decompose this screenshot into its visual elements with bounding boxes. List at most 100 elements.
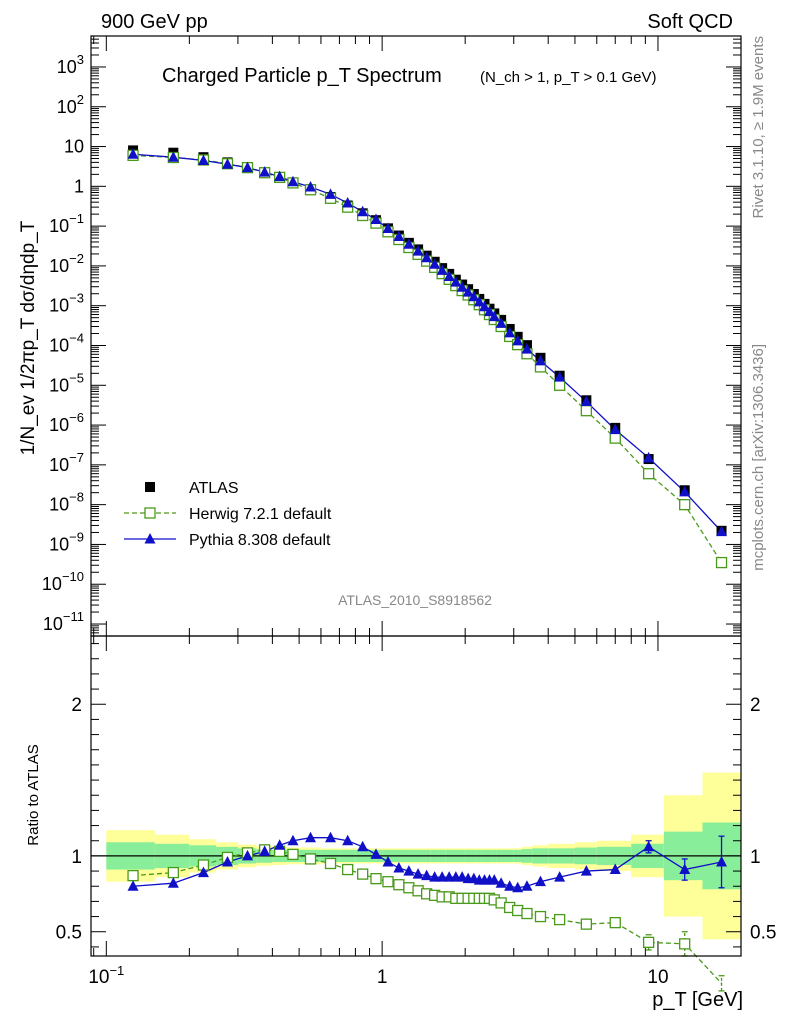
- ratio-frame: [90, 635, 742, 957]
- main-y-tick-label: 10−8: [49, 490, 84, 515]
- herwig-7-2-1-default-ratio-point: [521, 907, 533, 920]
- title-text: Charged Particle p_T Spectrum: [162, 65, 442, 87]
- pythia-8-308-default-main-point: [429, 258, 441, 269]
- herwig-7-2-1-default-main-point: [553, 379, 566, 391]
- pythia-8-308-default-main-point: [197, 154, 209, 166]
- main-y-tick-label: 10−3: [49, 291, 84, 316]
- legend-label-pythia-8-308-default: Pythia 8.308 default: [189, 532, 331, 549]
- main-series-layer: [127, 145, 728, 569]
- pythia-8-308-default-ratio-point: [421, 869, 433, 881]
- main-y-tick-label: 10−10: [42, 569, 84, 594]
- main-y-axis-label: 1/N_ev 1/2πp_T dσ/dηdp_T: [18, 220, 39, 455]
- pythia-8-308-default-ratio-point: [580, 865, 592, 876]
- pythia-8-308-default-ratio-point: [393, 862, 405, 873]
- pythia-8-308-default-ratio-point: [287, 834, 299, 846]
- pythia-8-308-default-ratio-point: [534, 875, 546, 887]
- pythia-8-308-default-ratio-point: [609, 863, 621, 875]
- pythia-8-308-default-main-point: [342, 197, 354, 208]
- ratio-y-tick-label: 2: [71, 695, 82, 716]
- main-y-tick-label: 103: [57, 52, 84, 77]
- pythia-8-308-default-ratio-point: [167, 877, 179, 888]
- pythia-8-308-default-main-point: [504, 326, 516, 338]
- pythia-8-308-default-ratio-point: [325, 831, 337, 843]
- pythia-8-308-default-main-point: [221, 158, 233, 169]
- ratio-y-tick-label: 1: [71, 847, 82, 868]
- legend-marker-pythia-8-308-default: [144, 533, 156, 544]
- pythia-8-308-default-main-point: [609, 423, 621, 435]
- pythia-8-308-default-ratio-point: [429, 871, 441, 882]
- ratio-series-layer: [127, 831, 728, 992]
- herwig-7-2-1-default-ratio-point: [304, 853, 317, 865]
- legend-label-herwig-7-2-1-default: Herwig 7.2.1 default: [189, 506, 332, 523]
- pythia-8-308-default-main-point: [643, 451, 655, 463]
- main-y-tick-label: 102: [57, 92, 84, 117]
- ratio-y-tick-label: 0.5: [56, 923, 82, 944]
- pythia-8-308-default-main-point: [242, 161, 254, 173]
- pythia-8-308-default-ratio-point: [305, 831, 317, 843]
- pythia-8-308-default-ratio-point: [512, 881, 524, 893]
- main-y-tick-label: 10−2: [49, 251, 84, 276]
- pythia-8-308-default-ratio-point: [382, 855, 394, 867]
- ratio-y-tick-label: 1: [750, 847, 761, 868]
- pythia-8-308-default-ratio-point: [197, 866, 209, 878]
- main-y-tick-label: 10−11: [43, 609, 84, 634]
- main-y-tick-label: 10: [64, 137, 84, 157]
- pythia-8-308-default-ratio-point: [504, 880, 516, 891]
- herwig-7-2-1-default-ratio-point: [127, 869, 139, 882]
- x-tick-label: 10: [647, 967, 668, 988]
- pythia-8-308-default-ratio-point: [643, 840, 655, 852]
- legend-label-atlas: ATLAS: [189, 480, 239, 497]
- rivet-version-label: Rivet 3.1.10, ≥ 1.9M events: [750, 36, 767, 219]
- main-panel: 10−1110−1010−910−810−710−610−510−410−310…: [42, 35, 742, 636]
- herwig-7-2-1-default-ratio-point: [393, 879, 405, 891]
- pythia-8-308-default-main-point: [716, 525, 728, 537]
- herwig-7-2-1-default-ratio-point: [382, 876, 394, 888]
- main-y-tick-label: 10−7: [49, 450, 84, 475]
- pythia-8-308-default-ratio-point: [274, 839, 286, 850]
- pythia-8-308-default-main-line: [132, 153, 723, 533]
- pythia-8-308-default-main-point: [495, 317, 507, 328]
- pythia-8-308-default-main-point: [488, 310, 500, 322]
- pythia-8-308-default-ratio-point: [242, 849, 254, 861]
- pythia-8-308-default-ratio-point: [495, 877, 507, 888]
- main-y-tick-label: 10−1: [49, 211, 84, 236]
- pythia-8-308-default-ratio-point: [403, 865, 415, 876]
- pythia-8-308-default-main-point: [167, 151, 179, 162]
- pythia-8-308-default-ratio-point: [127, 880, 139, 891]
- herwig-7-2-1-default-ratio-point: [370, 873, 382, 885]
- ratio-y-tick-label: 2: [750, 695, 761, 716]
- uncertainty-bands: [91, 772, 741, 940]
- legend-marker-atlas: [145, 482, 155, 492]
- pythia-8-308-default-ratio-point: [342, 834, 354, 846]
- herwig-7-2-1-default-ratio-point: [553, 913, 566, 926]
- pythia-8-308-default-main-point: [462, 286, 474, 297]
- main-y-tick-label: 10−6: [49, 410, 84, 435]
- herwig-7-2-1-default-main-point: [609, 432, 621, 444]
- pythia-8-308-default-main-point: [679, 485, 691, 497]
- pythia-8-308-default-main-point: [534, 354, 546, 366]
- herwig-7-2-1-default-ratio-point: [679, 938, 691, 950]
- herwig-7-2-1-default-ratio-point: [534, 910, 547, 923]
- legend-marker-herwig-7-2-1-default: [144, 507, 156, 519]
- mcplots-label: mcplots.cern.ch [arXiv:1306.3436]: [750, 344, 767, 571]
- collision-label: 900 GeV pp: [101, 11, 208, 33]
- main-y-tick-label: 10−9: [49, 529, 84, 554]
- herwig-7-2-1-default-ratio-point: [167, 866, 179, 879]
- pythia-8-308-default-ratio-point: [370, 848, 382, 859]
- pythia-8-308-default-ratio-point: [521, 880, 533, 891]
- chart-title: Charged Particle p_T Spectrum: [162, 65, 442, 87]
- ratio-y-tick-label: 0.5: [750, 923, 776, 944]
- pythia-8-308-default-main-point: [305, 181, 317, 192]
- pythia-8-308-default-main-point: [274, 170, 286, 182]
- pythia-8-308-default-ratio-point: [259, 845, 271, 856]
- pythia-8-308-default-main-point: [554, 371, 566, 382]
- herwig-7-2-1-default-main-line: [133, 154, 723, 563]
- pythia-8-308-default-main-point: [483, 305, 495, 317]
- pythia-8-308-default-main-point: [403, 238, 415, 249]
- category-label: Soft QCD: [647, 11, 733, 33]
- herwig-7-2-1-default-main-point: [642, 468, 655, 480]
- ratio-panel: 10−1 1 10 0.5 0.5 1 1 2 2: [56, 636, 776, 988]
- pythia-8-308-default-ratio-point: [554, 871, 566, 882]
